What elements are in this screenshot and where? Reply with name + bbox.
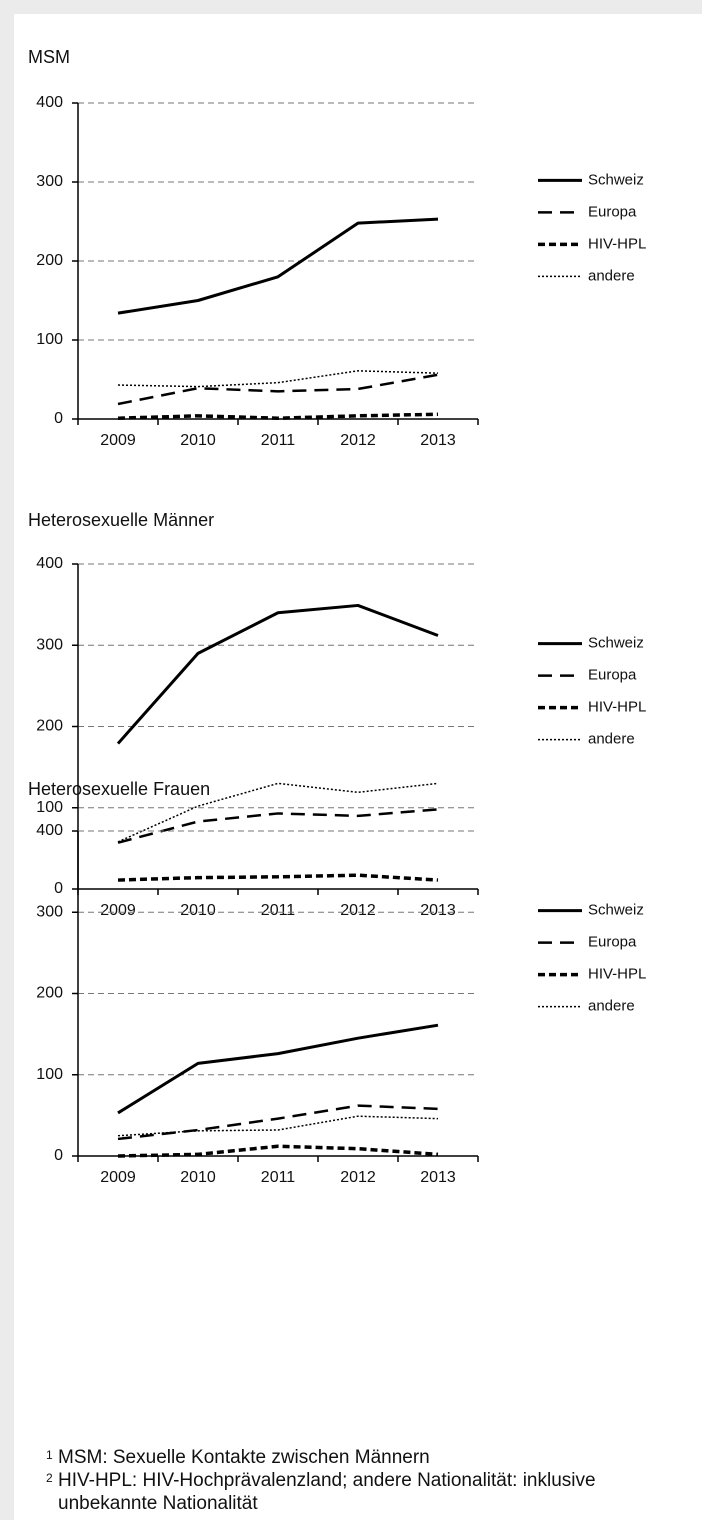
x-tick-label: 2010: [180, 1169, 216, 1186]
panel: [14, 14, 702, 1520]
y-tick-label: 300: [36, 173, 63, 190]
footnotes: 1 MSM: Sexuelle Kontakte zwischen Männern…: [46, 1446, 686, 1515]
x-tick-label: 2010: [180, 432, 216, 449]
x-tick-label: 2009: [100, 902, 136, 919]
legend-label: HIV-HPL: [588, 966, 646, 983]
series-line: [117, 370, 439, 388]
charts: MSM 0 100 200 300 400 2009 2010 2011 2012 2013 Schw…: [28, 47, 646, 1186]
series-line: [116, 603, 439, 745]
x-tick-label: 2010: [180, 902, 216, 919]
y-tick-label: 0: [54, 1147, 63, 1164]
footnote: 2 HIV-HPL: HIV-Hochprävalenzland; andere …: [46, 1469, 686, 1515]
legend-label: andere: [588, 998, 635, 1015]
y-tick-label: 200: [36, 985, 63, 1002]
x-tick-label: 2013: [420, 902, 456, 919]
series-line: [117, 808, 439, 844]
y-tick-label: 100: [36, 331, 63, 348]
y-tick-label: 100: [36, 799, 63, 816]
legend-label: Europa: [588, 203, 637, 220]
footnote-marker: 1: [46, 1448, 53, 1462]
legend-label: andere: [588, 267, 635, 284]
y-tick-label: 100: [36, 1066, 63, 1083]
legend-label: andere: [588, 731, 635, 748]
series-line: [117, 217, 439, 315]
chart-title: MSM: [28, 47, 70, 67]
legend-label: Europa: [588, 934, 637, 951]
y-tick-label: 400: [36, 822, 63, 839]
x-tick-label: 2011: [261, 432, 296, 449]
x-tick-label: 2011: [261, 1169, 296, 1186]
x-tick-label: 2012: [340, 902, 376, 919]
x-tick-label: 2011: [261, 902, 296, 919]
legend-label: Schweiz: [588, 902, 644, 919]
x-tick-label: 2012: [340, 432, 376, 449]
series-line: [117, 1104, 439, 1141]
legend-label: Schweiz: [588, 635, 644, 652]
y-tick-label: 400: [36, 555, 63, 572]
legend-label: HIV-HPL: [588, 235, 646, 252]
x-tick-label: 2013: [420, 432, 456, 449]
chart-title: Heterosexuelle Männer: [28, 510, 214, 530]
y-tick-label: 300: [36, 636, 63, 653]
footnote-marker: 2: [46, 1471, 53, 1485]
series-line: [117, 1144, 439, 1158]
x-tick-label: 2009: [100, 432, 136, 449]
x-tick-label: 2013: [420, 1169, 456, 1186]
y-tick-label: 300: [36, 903, 63, 920]
y-tick-label: 200: [36, 252, 63, 269]
series-line: [117, 1115, 439, 1137]
x-tick-label: 2012: [340, 1169, 376, 1186]
footnote-text: HIV-HPL: HIV-Hochprävalenzland; andere N…: [58, 1470, 596, 1514]
y-tick-label: 0: [54, 880, 63, 897]
y-tick-label: 0: [54, 410, 63, 427]
footnote: 1 MSM: Sexuelle Kontakte zwischen Männern: [46, 1446, 686, 1469]
x-tick-label: 2009: [100, 1169, 136, 1186]
footnote-text: MSM: Sexuelle Kontakte zwischen Männern: [58, 1447, 430, 1468]
series-line: [117, 373, 439, 406]
y-tick-label: 200: [36, 718, 63, 735]
series-line: [117, 412, 439, 420]
legend-label: Schweiz: [588, 171, 644, 188]
series-line: [117, 873, 439, 882]
series-line: [117, 1023, 439, 1115]
chart-title: Heterosexuelle Frauen: [28, 779, 210, 799]
legend-label: HIV-HPL: [588, 699, 646, 716]
legend-label: Europa: [588, 667, 637, 684]
y-tick-label: 400: [36, 94, 63, 111]
